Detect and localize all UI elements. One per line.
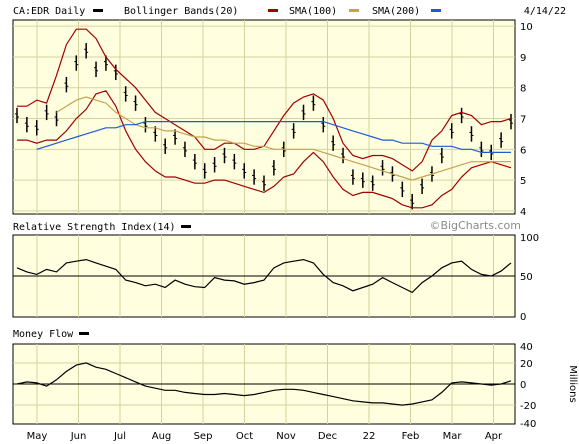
y-tick-label: 20 — [520, 359, 533, 370]
x-axis-labels: May Jun Jul Aug Sep Oct Nov Dec 22 Feb Mar Apr — [27, 431, 503, 442]
y-tick-label: 5 — [520, 176, 526, 187]
y-tick-label: 0 — [520, 380, 526, 391]
price-legend-swatch — [93, 9, 103, 12]
y-tick-label: 50 — [520, 272, 533, 283]
y-tick-label: 7 — [520, 115, 526, 126]
y-tick-label: -40 — [520, 419, 536, 430]
sma200-legend-label: SMA(200) — [372, 6, 420, 17]
y-tick-label: 6 — [520, 145, 526, 156]
y-tick-label: 10 — [520, 22, 533, 33]
price-series-group — [15, 28, 513, 210]
x-tick-label: Mar — [443, 431, 463, 442]
series-line — [17, 90, 512, 209]
price-gridlines — [13, 20, 515, 214]
series-line — [16, 258, 512, 294]
x-tick-label: Sep — [194, 431, 213, 442]
y-tick-label: 8 — [520, 84, 526, 95]
money-flow-legend-swatch — [79, 332, 89, 335]
y-tick-label: 0 — [520, 312, 526, 323]
watermark: ©BigCharts.com — [429, 219, 521, 232]
rsi-series-group — [16, 258, 512, 294]
bollinger-legend-label: Bollinger Bands(20) — [124, 6, 238, 17]
x-tick-label: Feb — [402, 431, 420, 442]
x-tick-label: Apr — [485, 431, 503, 442]
x-tick-label: Aug — [152, 431, 172, 442]
x-tick-label: Jun — [70, 431, 87, 442]
rsi-y-axis: 0 50 100 — [520, 233, 539, 323]
money-flow-title: Money Flow — [13, 329, 74, 340]
y-tick-label: 9 — [520, 53, 526, 64]
series-line — [36, 121, 511, 153]
rsi-title: Relative Strength Index(14) — [13, 222, 176, 233]
x-tick-label: Jul — [113, 431, 126, 442]
y-tick-label: -20 — [520, 401, 536, 412]
sma100-legend-label: SMA(100) — [289, 6, 337, 17]
x-tick-label: May — [27, 431, 48, 442]
x-tick-label: Dec — [318, 431, 337, 442]
x-tick-label: Nov — [276, 431, 296, 442]
y-tick-label: 4 — [520, 207, 526, 218]
x-tick-label: Oct — [236, 431, 253, 442]
money-flow-unit-label: Millions — [567, 365, 578, 402]
sma200-legend-swatch — [431, 9, 441, 12]
sma100-legend-swatch — [349, 9, 359, 12]
y-tick-label: 40 — [520, 342, 533, 353]
x-tick-label: 22 — [363, 431, 376, 442]
rsi-legend-swatch — [181, 225, 191, 228]
date-label: 4/14/22 — [524, 6, 566, 17]
symbol-label: CA:EDR Daily — [13, 6, 85, 17]
series-line — [56, 96, 511, 181]
money-flow-y-axis: -40 -20 0 20 40 — [520, 342, 536, 430]
price-y-axis: 4 5 6 7 8 9 10 — [520, 22, 533, 218]
series-line — [16, 362, 512, 406]
bollinger-legend-swatch — [268, 9, 278, 12]
money-flow-series-group — [16, 362, 512, 406]
money-flow-gridlines — [13, 344, 515, 424]
y-tick-label: 100 — [520, 233, 539, 244]
